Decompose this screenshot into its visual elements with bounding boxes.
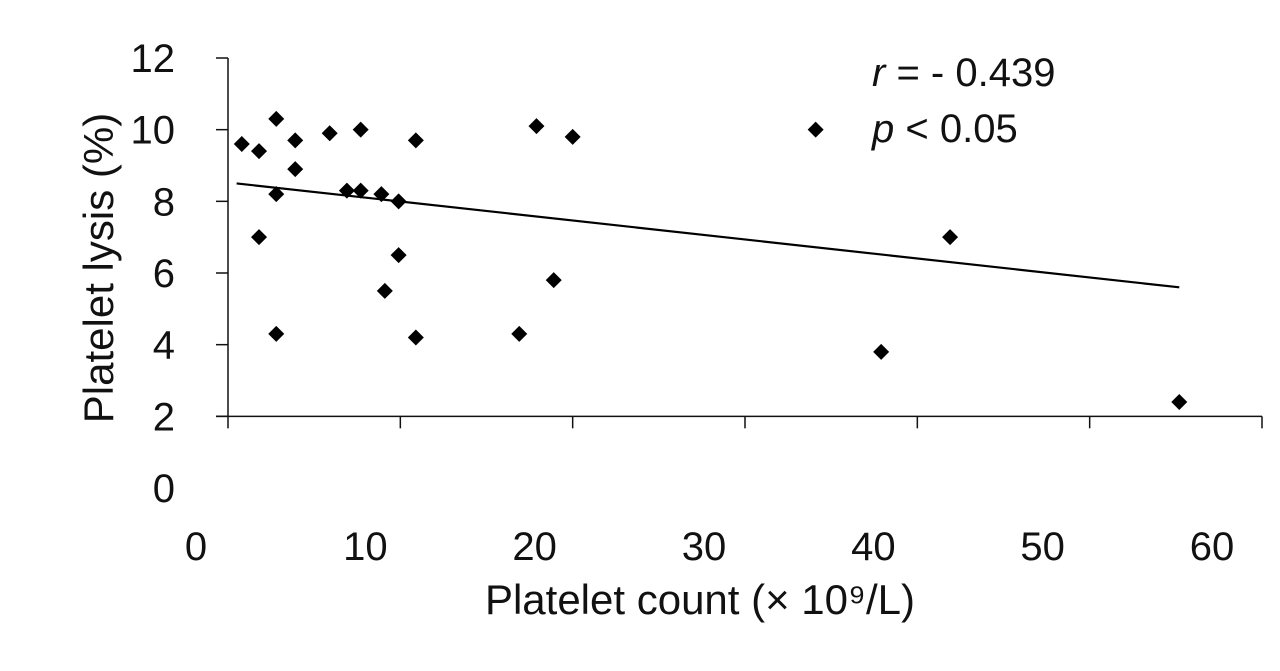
data-point (564, 128, 581, 145)
data-point (338, 182, 355, 199)
x-tick-label: 40 (851, 525, 896, 569)
data-point (287, 132, 304, 149)
y-tick-labels: 0 2 4 6 8 10 12 (131, 37, 176, 511)
trendline-segment (236, 182, 1180, 289)
data-point (287, 161, 304, 178)
data-point (942, 229, 959, 246)
correlation-annotation: r = - 0.439 (872, 51, 1055, 95)
y-tick-label: 2 (153, 395, 175, 439)
x-tick-label: 60 (1190, 525, 1235, 569)
data-point (268, 110, 285, 127)
data-point (373, 186, 390, 203)
data-point (321, 125, 338, 142)
data-point (407, 132, 424, 149)
p-value-annotation: p < 0.05 (871, 107, 1018, 151)
correlation-symbol: r (872, 51, 887, 95)
correlation-value: = - 0.439 (885, 51, 1055, 95)
x-tick-label: 50 (1020, 525, 1065, 569)
x-axis-title: Platelet count (× 10⁹/L) (485, 576, 915, 623)
data-point (390, 247, 407, 264)
data-point (407, 329, 424, 346)
data-point (545, 272, 562, 289)
data-point (390, 193, 407, 210)
y-axis (216, 57, 229, 418)
data-point (268, 325, 285, 342)
y-tick-label: 4 (153, 324, 175, 368)
x-tick-label: 0 (185, 525, 207, 569)
data-point (251, 143, 268, 160)
data-point (233, 136, 250, 152)
y-tick-label: 0 (153, 467, 175, 511)
x-tick-label: 20 (512, 525, 557, 569)
x-tick-label: 10 (343, 525, 388, 569)
p-symbol: p (871, 107, 894, 151)
data-points (233, 110, 1188, 410)
p-value: < 0.05 (894, 107, 1017, 151)
trendline (236, 182, 1180, 289)
y-tick-label: 12 (131, 37, 176, 81)
data-point (268, 186, 285, 203)
data-point (352, 121, 369, 138)
data-point (807, 121, 824, 138)
x-axis (216, 415, 1263, 429)
data-point (511, 325, 528, 342)
data-point (251, 229, 268, 246)
data-point (1171, 394, 1188, 410)
data-point (352, 182, 369, 199)
data-point (376, 282, 393, 299)
data-point (873, 343, 890, 360)
y-tick-label: 10 (131, 109, 176, 153)
y-tick-label: 8 (153, 180, 175, 224)
y-tick-label: 6 (153, 252, 175, 296)
data-point (528, 118, 545, 135)
x-tick-label: 30 (682, 525, 727, 569)
y-axis-title: Platelet lysis (%) (75, 113, 122, 423)
x-tick-labels: 0 10 20 30 40 50 60 (185, 525, 1234, 569)
